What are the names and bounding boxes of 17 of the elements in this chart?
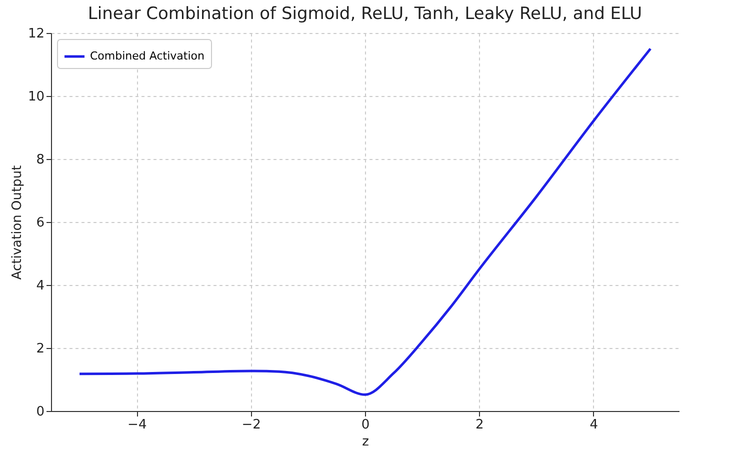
x-tick-label: 2: [476, 418, 484, 432]
y-axis-title: Activation Output: [10, 165, 25, 280]
line-series: [78, 48, 652, 396]
y-tick-label: 2: [36, 342, 44, 356]
legend-label: Combined Activation: [90, 50, 204, 62]
x-tick-label: −4: [128, 418, 147, 432]
x-tick-label: 0: [361, 418, 370, 432]
y-tick-label: 0: [36, 404, 44, 420]
y-tick-label: 4: [36, 278, 44, 294]
x-axis-title: z: [362, 434, 370, 450]
x-tick-label: 4: [590, 418, 598, 432]
x-tick-label: −2: [242, 418, 261, 432]
y-tick-label: 10: [28, 90, 44, 104]
y-tick-label: 6: [36, 216, 44, 230]
y-tick-label: 8: [36, 152, 44, 168]
y-tick-label: 12: [28, 26, 44, 42]
chart-title: Linear Combination of Sigmoid, ReLU, Tanh, Leaky ReLU, and ELU: [88, 4, 642, 24]
